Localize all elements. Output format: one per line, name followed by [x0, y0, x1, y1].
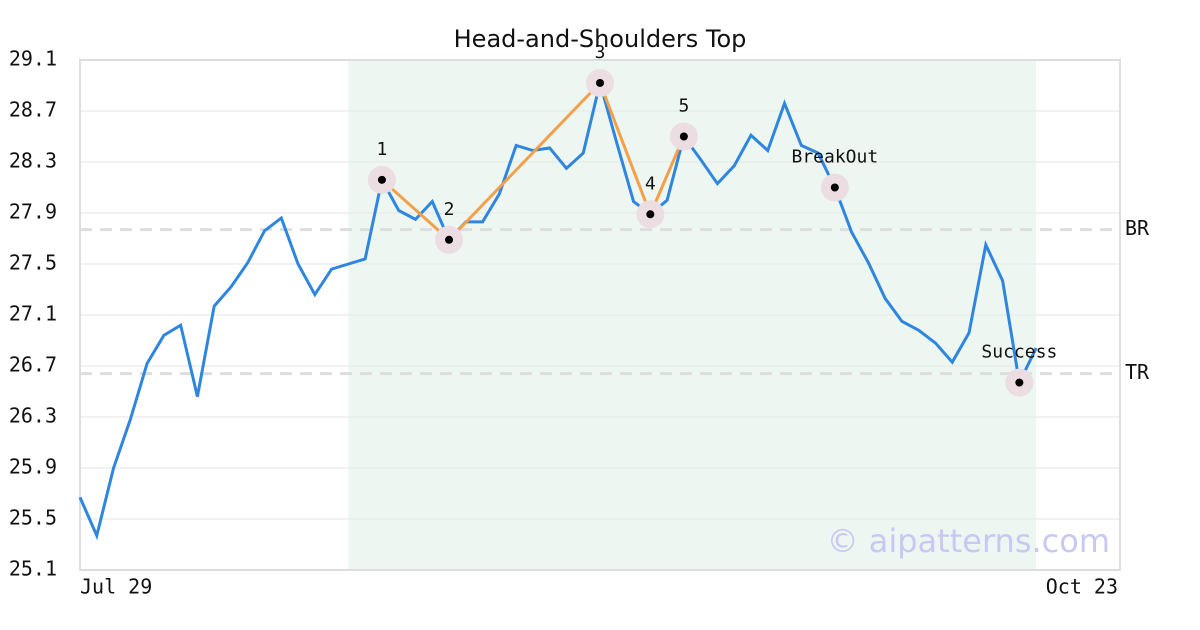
- pattern-point-label: 1: [377, 139, 388, 160]
- pattern-point: [679, 132, 688, 141]
- y-tick-label: 29.1: [9, 47, 57, 71]
- signal-point: [830, 183, 839, 192]
- y-tick-label: 26.3: [9, 404, 57, 428]
- y-tick-label: 27.1: [9, 302, 57, 326]
- y-tick-label: 25.1: [9, 557, 57, 581]
- pattern-point-label: 2: [444, 199, 455, 220]
- pattern-point-label: 5: [678, 96, 689, 117]
- y-tick-label: 28.7: [9, 98, 57, 122]
- y-tick-label: 26.7: [9, 353, 57, 377]
- watermark: © aipatterns.com: [827, 522, 1110, 560]
- pattern-point: [377, 175, 386, 184]
- chart-title: Head-and-Shoulders Top: [454, 25, 747, 53]
- y-tick-label: 28.3: [9, 149, 57, 173]
- y-tick-label: 27.5: [9, 251, 57, 275]
- signal-point-label: BreakOut: [791, 147, 878, 168]
- y-tick-label: 25.9: [9, 455, 57, 479]
- pattern-point: [646, 210, 655, 219]
- y-tick-label: 25.5: [9, 506, 57, 530]
- pattern-point-label: 4: [645, 173, 656, 194]
- signal-point: [1015, 378, 1024, 387]
- y-tick-label: 27.9: [9, 200, 57, 224]
- pattern-point-label: 3: [595, 42, 606, 63]
- signal-point-label: Success: [981, 342, 1057, 363]
- x-tick-label: Oct 23: [1046, 575, 1118, 599]
- plot-frame: [79, 59, 1121, 571]
- level-label: BR: [1125, 216, 1150, 240]
- level-label: TR: [1125, 360, 1150, 384]
- x-tick-label: Jul 29: [80, 575, 152, 599]
- pattern-point: [445, 235, 454, 244]
- pattern-point: [596, 78, 604, 87]
- price-line: [78, 76, 1038, 541]
